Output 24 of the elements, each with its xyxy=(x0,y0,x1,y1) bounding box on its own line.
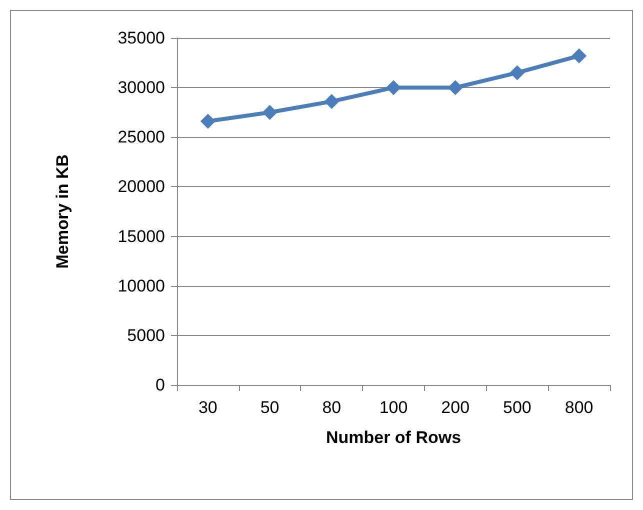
x-tick-label: 500 xyxy=(503,398,532,417)
y-tick-label: 30000 xyxy=(118,78,165,98)
y-tick-label: 20000 xyxy=(118,177,165,196)
point xyxy=(572,48,587,64)
y-tick-label: 0 xyxy=(156,376,165,394)
x-tick-label: 50 xyxy=(260,398,280,417)
x-axis-title: Number of Rows xyxy=(326,428,462,447)
point xyxy=(262,104,278,120)
point xyxy=(324,94,340,109)
x-tick-label: 800 xyxy=(564,398,594,417)
point xyxy=(448,80,463,96)
x-tick-label: 30 xyxy=(198,398,218,417)
y-tick-label: 25000 xyxy=(118,128,165,147)
y-axis-title: Memory in KB xyxy=(53,154,72,269)
point xyxy=(510,65,525,80)
y-tick-label: 10000 xyxy=(118,276,165,296)
y-tick-label: 5000 xyxy=(127,326,165,345)
y-tick-label: 35000 xyxy=(118,28,165,48)
x-tick-label: 200 xyxy=(441,398,470,417)
point xyxy=(386,80,401,96)
x-tick-label: 80 xyxy=(322,398,342,417)
y-tick-label: 15000 xyxy=(118,226,165,246)
x-tick-label: 100 xyxy=(379,398,408,417)
point xyxy=(200,114,216,129)
